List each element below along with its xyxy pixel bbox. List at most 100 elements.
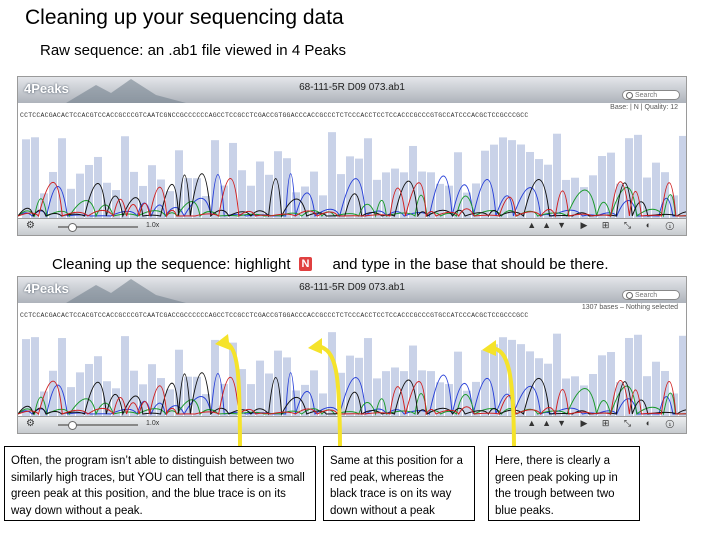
quality-bar (490, 144, 498, 218)
quality-bar (517, 144, 525, 218)
arrow-3 (491, 346, 516, 453)
quality-bar (148, 364, 156, 416)
quality-bar (679, 135, 686, 218)
quality-bar (409, 145, 417, 218)
quality-bar (265, 174, 273, 218)
zoom-slider-knob[interactable] (68, 421, 77, 430)
quality-bar (94, 156, 102, 218)
quality-bar (418, 370, 426, 416)
quality-bar (328, 332, 336, 416)
quality-bar (292, 192, 300, 218)
quality-bar (265, 373, 273, 416)
quality-bar (184, 178, 192, 218)
quality-bar (103, 182, 111, 218)
quality-bar (526, 351, 534, 416)
quality-bar (409, 345, 417, 416)
gear-icon[interactable]: ⚙ (26, 220, 35, 231)
quality-bar (499, 137, 507, 218)
quality-bar (301, 186, 309, 218)
quality-bar (211, 339, 219, 416)
quality-bar (382, 172, 390, 218)
four-peaks-window-raw: 4Peaks 68-111-5R D09 073.ab1 Search Base… (17, 76, 687, 236)
quality-bar (337, 372, 345, 416)
quality-bar (166, 191, 174, 218)
window-titlebar[interactable]: 4Peaks 68-111-5R D09 073.ab1 Search (18, 277, 686, 303)
quality-bar (544, 164, 552, 218)
window-toolbar: ⚙ 1.0x ▲▲▼ ▶ ⊞ ⤡ ◐ ⓘ (18, 218, 686, 235)
quality-bar (499, 337, 507, 416)
arrow-2 (317, 344, 342, 453)
quality-bar (625, 138, 633, 218)
quality-bar (31, 137, 39, 218)
quality-bar (391, 367, 399, 416)
quality-bar (400, 172, 408, 218)
quality-bar (130, 370, 138, 416)
quality-bar (436, 183, 444, 218)
search-input[interactable]: Search (622, 290, 680, 300)
quality-bar (139, 384, 147, 416)
quality-bar (553, 333, 561, 416)
quality-bar (256, 161, 264, 218)
zoom-slider[interactable] (58, 424, 138, 426)
quality-bar (112, 190, 120, 218)
quality-bar (346, 355, 354, 416)
quality-bar (247, 185, 255, 218)
quality-bar (31, 337, 39, 416)
gear-icon[interactable]: ⚙ (26, 418, 35, 429)
quality-bar (202, 394, 210, 416)
quality-bar (598, 156, 606, 218)
quality-bar (607, 152, 615, 218)
quality-bar (508, 140, 516, 218)
quality-bar (580, 187, 588, 218)
four-peaks-window-edited: 4Peaks 68-111-5R D09 073.ab1 Search 1307… (17, 276, 687, 434)
quality-bar (238, 170, 246, 218)
raw-sequence-caption: Raw sequence: an .ab1 file viewed in 4 P… (40, 42, 347, 59)
quality-bar (85, 164, 93, 218)
quality-bar (76, 173, 84, 218)
quality-bar (535, 159, 543, 218)
trace-line (18, 173, 686, 218)
toolbar-buttons[interactable]: ▲▲▼ ▶ ⊞ ⤡ ◐ ⓘ (527, 418, 680, 428)
mountain-logo-icon (66, 279, 186, 303)
quality-bar (49, 171, 57, 218)
quality-bar (175, 150, 183, 218)
arrow-3-head (482, 340, 496, 356)
arrow-1 (223, 340, 242, 453)
quality-bar (445, 185, 453, 218)
quality-bar (157, 378, 165, 416)
quality-bar (580, 385, 588, 416)
quality-bar (427, 172, 435, 218)
chromatogram-trace[interactable] (18, 322, 686, 416)
quality-bar (103, 381, 111, 416)
quality-bar (373, 179, 381, 218)
quality-bar (571, 376, 579, 416)
app-logo: 4Peaks (24, 81, 69, 96)
quality-bar (220, 185, 228, 218)
annotation-box-1: Often, the program isn’t able to disting… (4, 446, 316, 521)
quality-bar (445, 384, 453, 416)
quality-bar (472, 183, 480, 218)
quality-bar (454, 152, 462, 218)
zoom-slider[interactable] (58, 226, 138, 228)
zoom-slider-knob[interactable] (68, 223, 77, 232)
quality-bar (166, 389, 174, 416)
base-sequence[interactable]: CCTCCACGACACTCCACGTCCACCGCCCGTCAATCGACCG… (20, 312, 529, 319)
quality-bar (220, 383, 228, 416)
quality-bar (238, 369, 246, 416)
quality-bar (121, 336, 129, 416)
quality-bar (616, 382, 624, 416)
search-input[interactable]: Search (622, 90, 680, 100)
quality-bar (526, 151, 534, 218)
chromatogram-trace[interactable] (18, 122, 686, 218)
quality-bar (553, 133, 561, 218)
quality-bar (22, 339, 30, 416)
quality-bar (589, 374, 597, 416)
quality-bar (67, 387, 75, 416)
base-sequence[interactable]: CCTCCACGACACTCCACGTCCACCGCCCGTCAATCGNCCG… (20, 112, 529, 119)
quality-bar (625, 337, 633, 416)
quality-bar (175, 349, 183, 416)
quality-bar (211, 140, 219, 218)
window-titlebar[interactable]: 4Peaks 68-111-5R D09 073.ab1 Search (18, 77, 686, 103)
quality-bar (472, 381, 480, 416)
toolbar-buttons[interactable]: ▲▲▼ ▶ ⊞ ⤡ ◐ ⓘ (527, 220, 680, 230)
